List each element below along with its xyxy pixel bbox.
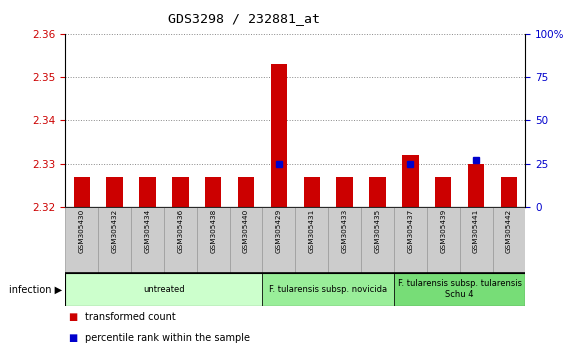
Bar [336, 177, 353, 207]
Text: GSM305429: GSM305429 [276, 209, 282, 253]
Bar [65, 207, 98, 273]
Bar [131, 207, 164, 273]
Text: GSM305441: GSM305441 [473, 209, 479, 253]
Text: GSM305431: GSM305431 [309, 209, 315, 253]
Bar [402, 155, 419, 207]
Text: GSM305439: GSM305439 [440, 209, 446, 253]
Bar [435, 177, 452, 207]
Bar [98, 207, 131, 273]
Bar [262, 273, 394, 306]
Bar [361, 207, 394, 273]
Bar [139, 177, 156, 207]
Text: GSM305432: GSM305432 [112, 209, 118, 253]
Bar [295, 207, 328, 273]
Bar [460, 207, 492, 273]
Text: GSM305433: GSM305433 [342, 209, 348, 253]
Text: transformed count: transformed count [85, 312, 176, 321]
Bar [65, 273, 262, 306]
Text: percentile rank within the sample: percentile rank within the sample [85, 333, 250, 343]
Bar [106, 177, 123, 207]
Text: F. tularensis subsp. tularensis
Schu 4: F. tularensis subsp. tularensis Schu 4 [398, 279, 521, 299]
Bar [172, 177, 189, 207]
Text: F. tularensis subsp. novicida: F. tularensis subsp. novicida [269, 285, 387, 294]
Text: infection ▶: infection ▶ [9, 284, 62, 295]
Bar [501, 177, 517, 207]
Bar [394, 273, 525, 306]
Text: GSM305437: GSM305437 [407, 209, 414, 253]
Bar [197, 207, 229, 273]
Text: GDS3298 / 232881_at: GDS3298 / 232881_at [168, 12, 320, 25]
Bar [394, 207, 427, 273]
Text: ■: ■ [68, 333, 77, 343]
Bar [468, 164, 485, 207]
Bar [328, 207, 361, 273]
Text: GSM305435: GSM305435 [374, 209, 381, 253]
Bar [271, 64, 287, 207]
Text: GSM305442: GSM305442 [506, 209, 512, 253]
Text: GSM305440: GSM305440 [243, 209, 249, 253]
Text: GSM305438: GSM305438 [210, 209, 216, 253]
Bar [262, 207, 295, 273]
Text: GSM305430: GSM305430 [79, 209, 85, 253]
Text: ■: ■ [68, 312, 77, 321]
Bar [205, 177, 222, 207]
Bar [229, 207, 262, 273]
Bar [238, 177, 254, 207]
Text: GSM305436: GSM305436 [177, 209, 183, 253]
Bar [303, 177, 320, 207]
Bar [492, 207, 525, 273]
Bar [369, 177, 386, 207]
Bar [164, 207, 197, 273]
Text: untreated: untreated [143, 285, 185, 294]
Bar [427, 207, 460, 273]
Bar [73, 177, 90, 207]
Text: GSM305434: GSM305434 [144, 209, 151, 253]
